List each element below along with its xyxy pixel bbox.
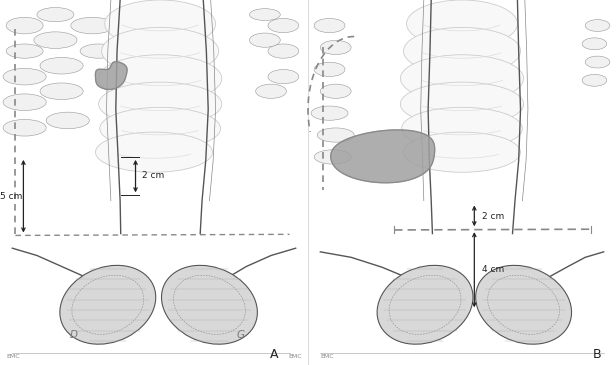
Ellipse shape — [256, 84, 286, 98]
Text: B: B — [593, 349, 602, 361]
Ellipse shape — [34, 32, 77, 49]
Ellipse shape — [320, 84, 351, 98]
Ellipse shape — [6, 17, 43, 34]
Text: 2 cm: 2 cm — [482, 212, 504, 220]
Ellipse shape — [249, 33, 280, 47]
Ellipse shape — [317, 128, 354, 142]
Text: A: A — [270, 349, 278, 361]
Ellipse shape — [249, 9, 280, 20]
Ellipse shape — [585, 20, 610, 31]
Text: 5 cm: 5 cm — [0, 192, 22, 201]
Polygon shape — [331, 130, 435, 183]
Ellipse shape — [105, 0, 216, 47]
Ellipse shape — [71, 17, 114, 34]
Ellipse shape — [40, 83, 83, 100]
Ellipse shape — [161, 265, 257, 344]
Text: EMC: EMC — [320, 354, 334, 360]
Ellipse shape — [100, 107, 221, 150]
Ellipse shape — [403, 132, 521, 172]
Ellipse shape — [37, 8, 74, 22]
Ellipse shape — [314, 62, 345, 76]
Ellipse shape — [95, 132, 213, 172]
Ellipse shape — [268, 44, 299, 58]
Ellipse shape — [99, 82, 222, 126]
Ellipse shape — [268, 69, 299, 84]
Text: 4 cm: 4 cm — [482, 265, 504, 274]
Ellipse shape — [80, 44, 117, 58]
Ellipse shape — [400, 82, 524, 126]
Ellipse shape — [403, 27, 521, 75]
Ellipse shape — [3, 94, 46, 111]
Ellipse shape — [311, 106, 348, 120]
Ellipse shape — [60, 265, 156, 344]
Text: EMC: EMC — [288, 354, 302, 360]
Text: G: G — [237, 330, 244, 339]
Ellipse shape — [3, 119, 46, 136]
Ellipse shape — [476, 265, 572, 344]
Ellipse shape — [582, 38, 607, 50]
Ellipse shape — [3, 68, 46, 85]
Ellipse shape — [46, 112, 89, 129]
Ellipse shape — [400, 55, 524, 102]
Ellipse shape — [320, 40, 351, 54]
Ellipse shape — [6, 44, 43, 58]
Ellipse shape — [377, 265, 473, 344]
Text: D: D — [70, 330, 78, 339]
Polygon shape — [95, 62, 127, 89]
Ellipse shape — [402, 107, 522, 150]
Ellipse shape — [582, 74, 607, 86]
Ellipse shape — [407, 0, 517, 47]
Ellipse shape — [314, 18, 345, 32]
Ellipse shape — [40, 57, 83, 74]
Ellipse shape — [102, 27, 219, 75]
Ellipse shape — [314, 150, 351, 164]
Ellipse shape — [268, 18, 299, 32]
Text: 2 cm: 2 cm — [142, 172, 164, 180]
Text: EMC: EMC — [6, 354, 20, 360]
Ellipse shape — [585, 56, 610, 68]
Ellipse shape — [99, 55, 222, 102]
